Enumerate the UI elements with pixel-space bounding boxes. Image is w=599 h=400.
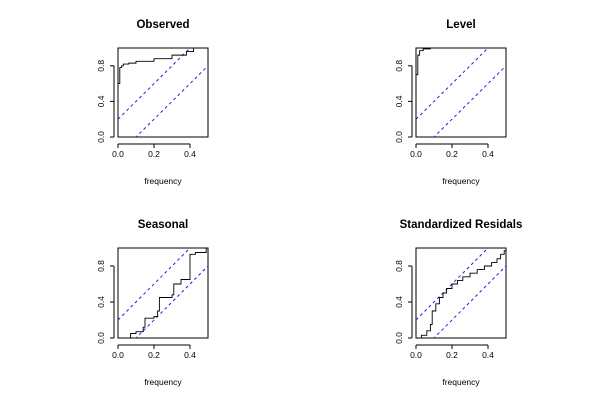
plot-area <box>416 248 506 338</box>
x-tick-label: 0.4 <box>482 149 494 159</box>
lower-bound-line <box>135 265 208 338</box>
upper-bound-line <box>416 248 489 321</box>
y-tick-label: 0.0 <box>96 332 106 344</box>
plot-area <box>118 248 208 338</box>
x-tick-label: 0.4 <box>184 149 196 159</box>
chart-panel-2: Level 0.0 0.2 0.4 frequency 0.0 0.4 0.8 <box>394 19 507 186</box>
lower-bound-line <box>135 65 208 137</box>
y-tick-label: 0.4 <box>394 95 404 107</box>
x-tick-label: 0.0 <box>410 350 422 360</box>
plot-area <box>118 48 208 137</box>
plot-frame <box>117 47 209 138</box>
x-tick-label: 0.0 <box>112 350 124 360</box>
x-axis-label: frequency <box>442 176 480 186</box>
plot-area <box>416 48 506 137</box>
x-axis-label: frequency <box>144 176 182 186</box>
upper-bound-line <box>118 48 191 120</box>
cumulative-periodogram-line <box>416 48 506 137</box>
x-tick-label: 0.2 <box>446 149 458 159</box>
y-tick-label: 0.0 <box>96 131 106 143</box>
y-tick-label: 0.8 <box>394 260 404 272</box>
plot-frame <box>415 247 507 339</box>
x-tick-label: 0.2 <box>446 350 458 360</box>
upper-bound-line <box>118 248 191 321</box>
chart-panel-4: Standardized Residals 0.0 0.2 0.4 frequency 0… <box>394 219 522 387</box>
cumulative-periodogram-line <box>416 248 506 338</box>
y-tick-label: 0.4 <box>394 296 404 308</box>
x-tick-label: 0.4 <box>482 350 494 360</box>
x-tick-label: 0.4 <box>184 350 196 360</box>
chart-title: Observed <box>136 19 189 31</box>
y-tick-label: 0.0 <box>394 332 404 344</box>
y-tick-label: 0.4 <box>96 95 106 107</box>
x-tick-label: 0.0 <box>112 149 124 159</box>
x-axis-label: frequency <box>144 377 182 387</box>
y-tick-label: 0.8 <box>96 260 106 272</box>
lower-bound-line <box>433 65 506 137</box>
lower-bound-line <box>433 265 506 338</box>
y-tick-label: 0.4 <box>96 296 106 308</box>
x-tick-label: 0.2 <box>148 149 160 159</box>
cumulative-periodogram-line <box>118 248 208 338</box>
y-tick-label: 0.8 <box>96 60 106 72</box>
y-tick-label: 0.8 <box>394 60 404 72</box>
x-axis-label: frequency <box>442 377 480 387</box>
chart-title: Level <box>446 19 475 31</box>
plot-frame <box>415 47 507 138</box>
y-tick-label: 0.0 <box>394 131 404 143</box>
x-tick-label: 0.2 <box>148 350 160 360</box>
chart-panel-1: Observed 0.0 0.2 0.4 frequency 0.0 0.4 0.8 <box>96 19 209 186</box>
chart-panel-3: Seasonal 0.0 0.2 0.4 frequency 0.0 0.4 0.8 <box>96 219 209 387</box>
x-tick-label: 0.0 <box>410 149 422 159</box>
cumulative-periodogram-line <box>118 48 208 137</box>
plot-frame <box>117 247 209 339</box>
chart-title: Standardized Residals <box>400 219 523 231</box>
upper-bound-line <box>416 48 489 120</box>
chart-title: Seasonal <box>138 219 189 231</box>
